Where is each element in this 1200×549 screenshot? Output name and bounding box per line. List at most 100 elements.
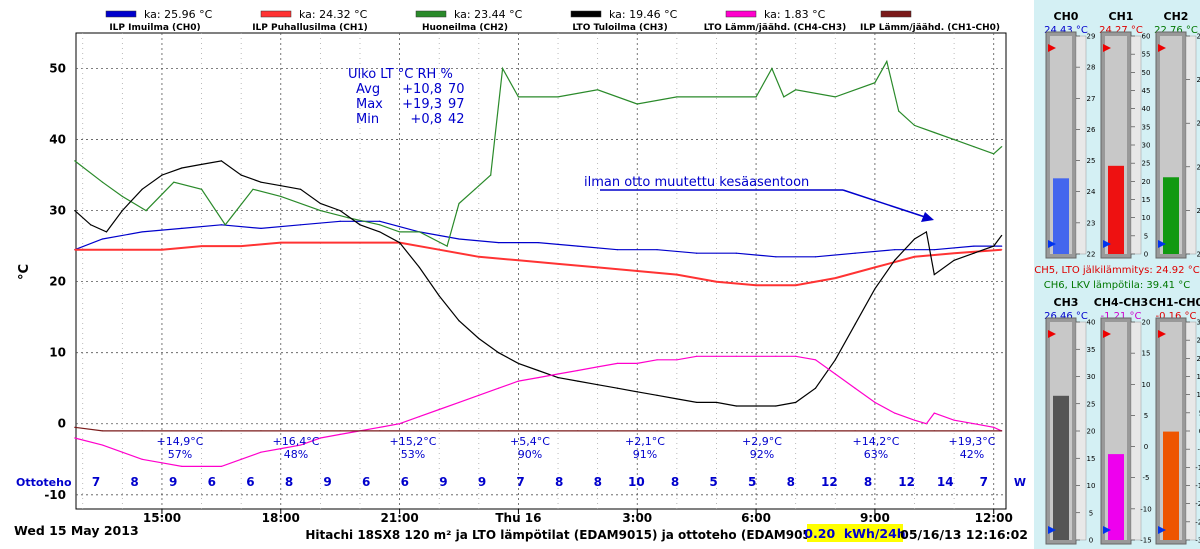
- series-point: [339, 433, 341, 436]
- series-point: [795, 355, 797, 357]
- series-point: [597, 266, 599, 269]
- series-point: [676, 359, 678, 361]
- series-point: [814, 387, 817, 389]
- gauge-tick-label: 15: [1197, 373, 1200, 381]
- gauge-scale: [1130, 321, 1142, 541]
- gauge-tick-label: 0: [1089, 537, 1093, 545]
- gauge-fill: [1163, 177, 1179, 254]
- series-point: [696, 430, 698, 432]
- gauge-tick-label: 0: [1144, 443, 1148, 451]
- legend-swatch: [105, 10, 137, 18]
- series-point: [161, 174, 163, 176]
- series-point: [478, 394, 480, 396]
- legend-avg: ka: 1.83 °C: [764, 8, 826, 21]
- annotation-arrow: [842, 189, 929, 219]
- outdoor-temp: +2,1°C: [625, 435, 665, 448]
- series-point: [181, 167, 183, 169]
- gauge-tick-label: 10: [1087, 482, 1096, 490]
- gauge-value: -1.21 °C: [1100, 311, 1141, 322]
- y-tick-label: 50: [49, 62, 66, 76]
- series-point: [933, 430, 935, 432]
- gauges-top: CH0 24.43 °C29 28 27 26 25 24 23 22 CH1 24.27 °C60…: [1044, 10, 1200, 259]
- series-point: [775, 405, 777, 407]
- series-point: [537, 430, 539, 432]
- series-point: [537, 369, 539, 372]
- series-point: [933, 412, 935, 414]
- series-point: [616, 249, 619, 251]
- series-point: [814, 256, 817, 258]
- ottoteho-value: 8: [864, 475, 872, 489]
- legend-name: Huoneilma (CH2): [422, 23, 508, 33]
- series-point: [636, 362, 638, 364]
- y-tick-label: 10: [49, 346, 66, 360]
- outdoor-temp: +16,4°C: [273, 435, 320, 448]
- gauge-label: CH1-CH0: [1149, 296, 1200, 309]
- series-point: [501, 67, 504, 70]
- series-point: [74, 426, 76, 428]
- series-point: [458, 430, 460, 432]
- grid-lines: [76, 33, 1006, 509]
- outdoor-rh: 92%: [750, 448, 774, 461]
- gauge-tick-label: 29: [1087, 33, 1096, 41]
- legend-name: ILP Puhallusilma (CH1): [252, 23, 368, 33]
- series-point: [874, 401, 876, 404]
- legend-swatch: [880, 10, 912, 18]
- gauge-tick-label: 15: [1142, 196, 1151, 204]
- gauge-tick-label: 35: [1142, 123, 1151, 131]
- series-point: [517, 380, 520, 382]
- series-point: [379, 231, 381, 233]
- gauge-max-marker: [1048, 44, 1056, 52]
- series-point: [498, 241, 500, 244]
- stats-label: Min: [356, 112, 379, 127]
- series-point: [141, 231, 143, 233]
- series-point: [181, 430, 183, 432]
- gauge-tick-label: 40: [1142, 105, 1151, 113]
- series-point: [783, 96, 785, 98]
- ottoteho-value: 9: [323, 475, 331, 489]
- series-point: [141, 458, 143, 460]
- legend-avg: ka: 25.96 °C: [144, 8, 213, 21]
- series-point: [735, 355, 737, 357]
- gauge-tick-label: 40: [1087, 319, 1096, 327]
- series-point: [280, 185, 282, 187]
- ottoteho-unit: W: [1014, 476, 1026, 489]
- gauge-max-marker: [1158, 330, 1166, 338]
- gauge-tick-label: 25: [1087, 157, 1096, 165]
- series-point: [280, 448, 282, 450]
- series-point: [953, 252, 955, 254]
- series-point: [458, 401, 460, 404]
- ottoteho-value: 7: [980, 475, 988, 489]
- gauge-tick-label: 60: [1142, 33, 1151, 41]
- ottoteho-value: 10: [628, 475, 645, 489]
- series-point: [656, 249, 658, 251]
- gauge-tick-label: 26: [1197, 33, 1200, 41]
- series-point: [359, 241, 361, 244]
- annotation-text: ilman otto muutettu kesäasentoon: [584, 175, 809, 190]
- stats-rh: 70: [448, 82, 465, 97]
- gauge-value: 26.46 °C: [1044, 311, 1088, 322]
- series-point: [696, 401, 698, 404]
- series-point: [438, 295, 440, 297]
- gauge-tick-label: 30: [1197, 319, 1200, 327]
- gauge-label: CH2: [1164, 10, 1189, 23]
- series-point: [252, 188, 254, 190]
- series-point: [577, 245, 579, 247]
- series-point: [458, 202, 460, 205]
- series-point: [795, 89, 797, 91]
- series-point: [898, 110, 900, 112]
- legend-swatch: [260, 10, 292, 18]
- series-point: [299, 444, 302, 446]
- gauge-tick-label: 23: [1197, 163, 1200, 171]
- stats-label: Avg: [356, 82, 380, 97]
- series-point: [715, 355, 718, 357]
- gauge-tick-label: -25: [1195, 518, 1200, 526]
- outdoor-temp: +14,2°C: [853, 435, 900, 448]
- gauge-tick-label: 35: [1087, 346, 1096, 354]
- legend-swatch: [415, 10, 447, 18]
- series-point: [458, 320, 460, 322]
- legend-avg: ka: 23.44 °C: [454, 8, 523, 21]
- gauge-tick-label: -10: [1195, 464, 1200, 472]
- series-point: [755, 284, 757, 286]
- gauge-label: CH0: [1054, 10, 1079, 23]
- gauge-value: 24.43 °C: [1044, 25, 1088, 36]
